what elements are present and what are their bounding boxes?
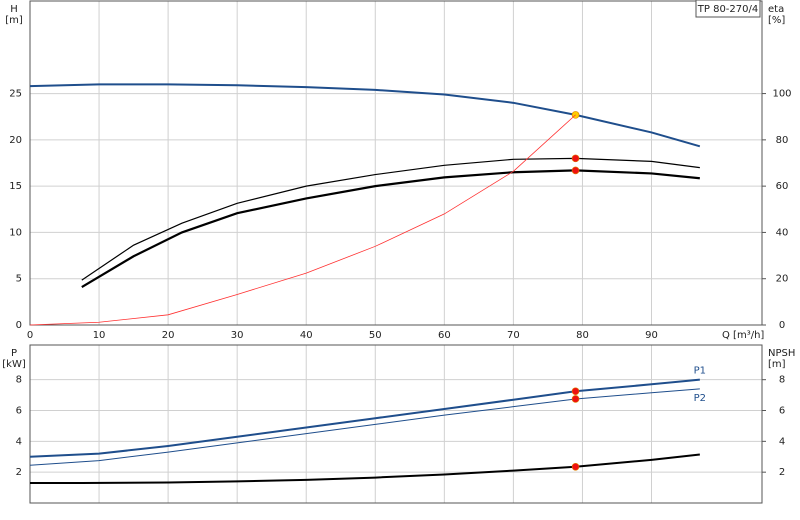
y-axis-label: [m] xyxy=(5,15,23,26)
y2-axis-label: [m] xyxy=(768,359,786,370)
x-tick-label: 90 xyxy=(645,330,658,341)
y2-tick-label: 8 xyxy=(779,375,785,386)
y-axis-label: P xyxy=(11,348,17,359)
curve xyxy=(81,157,700,281)
y-axis-label: [kW] xyxy=(2,359,26,370)
y-tick-label: 8 xyxy=(16,375,22,386)
y-tick-label: 0 xyxy=(16,320,22,331)
plot-frame xyxy=(29,0,763,326)
x-tick-label: 60 xyxy=(438,330,451,341)
y-tick-label: 6 xyxy=(16,406,22,417)
plot-frame xyxy=(29,344,763,504)
series-label: P2 xyxy=(694,393,706,404)
curve xyxy=(29,114,576,326)
y2-tick-label: 4 xyxy=(779,436,785,447)
y2-axis-label: [%] xyxy=(768,15,785,26)
x-tick-label: 0 xyxy=(27,330,33,341)
y2-tick-label: 20 xyxy=(776,274,789,285)
duty-point xyxy=(571,387,580,396)
duty-point xyxy=(571,395,580,403)
duty-point xyxy=(571,154,580,163)
duty-point xyxy=(571,462,580,471)
y2-tick-label: 2 xyxy=(779,467,785,478)
x-tick-label: 30 xyxy=(231,330,244,341)
x-tick-label: 20 xyxy=(162,330,175,341)
chart-title: TP 80-270/4 xyxy=(697,4,758,15)
y2-tick-label: 40 xyxy=(776,227,789,238)
y2-tick-label: 100 xyxy=(772,89,791,100)
x-tick-label: 50 xyxy=(369,330,382,341)
curve xyxy=(30,453,700,484)
y-tick-label: 5 xyxy=(16,274,22,285)
y-tick-label: 25 xyxy=(9,89,22,100)
y-tick-label: 20 xyxy=(9,135,22,146)
curve xyxy=(29,388,700,466)
y-tick-label: 2 xyxy=(16,467,22,478)
y-tick-label: 10 xyxy=(9,227,22,238)
x-tick-label: 40 xyxy=(300,330,313,341)
y2-axis-label: NPSH xyxy=(768,348,795,359)
series-label: P1 xyxy=(694,366,706,377)
y-tick-label: 4 xyxy=(16,436,22,447)
y2-tick-label: 6 xyxy=(779,406,785,417)
y2-axis-label: eta xyxy=(768,4,784,15)
x-tick-label: 10 xyxy=(93,330,106,341)
x-tick-label: 80 xyxy=(576,330,589,341)
y-tick-label: 15 xyxy=(9,181,22,192)
duty-point xyxy=(571,166,580,175)
y-axis-label: H xyxy=(10,4,18,15)
title-box xyxy=(695,0,761,18)
x-axis-label: Q [m³/h] xyxy=(722,330,764,341)
y2-tick-label: 0 xyxy=(779,320,785,331)
y2-tick-label: 80 xyxy=(776,135,789,146)
curve xyxy=(29,83,701,148)
x-tick-label: 70 xyxy=(507,330,520,341)
y2-tick-label: 60 xyxy=(776,181,789,192)
curve xyxy=(29,378,700,458)
curve xyxy=(81,169,700,288)
